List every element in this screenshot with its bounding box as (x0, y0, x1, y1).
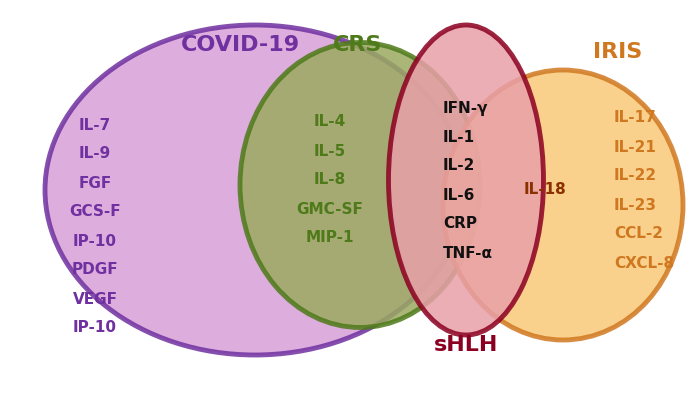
Text: IL-21: IL-21 (614, 140, 657, 154)
Text: IL-4: IL-4 (314, 114, 346, 130)
Text: IL-17: IL-17 (614, 110, 657, 126)
Text: GCS-F: GCS-F (69, 204, 121, 220)
Text: VEGF: VEGF (73, 292, 118, 306)
Text: TNF-α: TNF-α (443, 246, 493, 260)
Text: GMC-SF: GMC-SF (297, 202, 363, 216)
Text: IRIS: IRIS (594, 42, 643, 62)
Text: PDGF: PDGF (71, 262, 118, 278)
Text: IP-10: IP-10 (73, 234, 117, 248)
Text: IFN-γ: IFN-γ (443, 100, 489, 116)
Text: MIP-1: MIP-1 (306, 230, 354, 246)
Ellipse shape (389, 25, 543, 335)
Text: IL-6: IL-6 (443, 188, 475, 202)
Text: sHLH: sHLH (434, 335, 498, 355)
Text: FGF: FGF (78, 176, 111, 190)
Text: COVID-19: COVID-19 (181, 35, 300, 55)
Ellipse shape (240, 42, 480, 328)
Text: CCL-2: CCL-2 (614, 226, 663, 242)
Text: IL-2: IL-2 (443, 158, 475, 174)
Text: CRS: CRS (333, 35, 383, 55)
Text: IL-9: IL-9 (79, 146, 111, 162)
Text: IL-23: IL-23 (614, 198, 657, 212)
Ellipse shape (45, 25, 465, 355)
Text: IL-8: IL-8 (314, 172, 346, 188)
Ellipse shape (443, 70, 683, 340)
Text: IP-10: IP-10 (73, 320, 117, 336)
Text: IL-7: IL-7 (79, 118, 111, 132)
Text: IL-1: IL-1 (443, 130, 475, 144)
Text: IL-18: IL-18 (524, 182, 567, 198)
Text: CRP: CRP (443, 216, 477, 232)
Text: IL-22: IL-22 (614, 168, 657, 184)
Text: IL-5: IL-5 (314, 144, 346, 158)
Text: CXCL-8: CXCL-8 (614, 256, 674, 270)
